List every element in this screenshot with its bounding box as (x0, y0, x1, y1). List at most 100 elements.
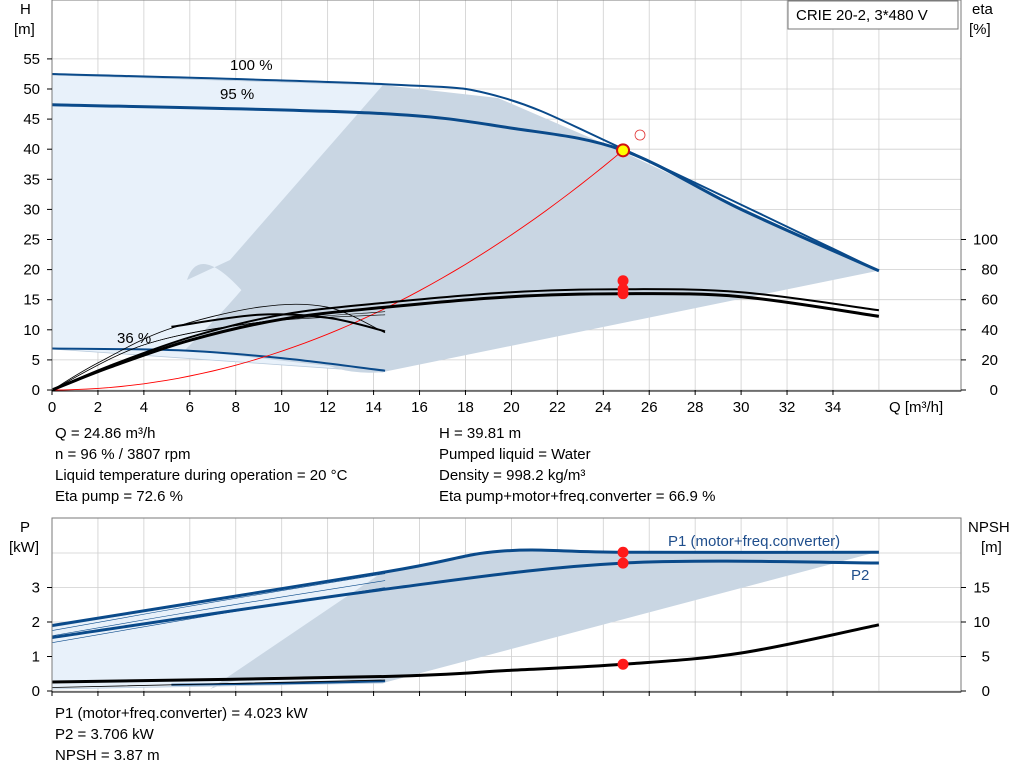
info-density: Density = 998.2 kg/m³ (439, 467, 586, 484)
legend-p2: P2 (851, 567, 869, 584)
p1-duty-point (617, 546, 629, 558)
npsh-tick-label: 0 (982, 683, 990, 700)
curve-label-100: 100 % (230, 57, 273, 74)
eta-tick-label: 0 (990, 382, 998, 399)
npsh-duty-point (617, 658, 629, 670)
power-curve-p2 (52, 559, 879, 639)
info-flow: Q = 24.86 m³/h (55, 425, 156, 442)
power-curve-p1 (52, 548, 879, 627)
info-speed: n = 96 % / 3807 rpm (55, 446, 191, 463)
x-tick-label: 4 (140, 399, 148, 416)
y-tick-label: 25 (23, 232, 40, 249)
duty-point-ghost (634, 129, 646, 141)
chart-title-box: CRIE 20-2, 3*480 V (787, 0, 959, 30)
x-tick-label: 20 (503, 399, 520, 416)
y-tick-label: 40 (23, 141, 40, 158)
p2-duty-point (617, 557, 629, 569)
x-tick-label: 6 (186, 399, 194, 416)
info-head: H = 39.81 m (439, 425, 522, 442)
npsh-tick-label: 10 (973, 614, 990, 631)
y-tick-label: 20 (23, 262, 40, 279)
npsh-tick-label: 5 (982, 649, 990, 666)
eta-fan-line (52, 314, 386, 391)
y-tick-label: 10 (23, 322, 40, 339)
x-tick-label: 26 (641, 399, 658, 416)
npsh-curve-min (52, 679, 386, 688)
x-tick-label: 34 (825, 399, 842, 416)
head-curve-100 (52, 73, 880, 272)
eta-duty-point-hydraulic (617, 275, 629, 287)
info-top-left: Q = 24.86 m³/h n = 96 % / 3807 rpm Liqui… (55, 423, 347, 507)
y-tick-label: 0 (32, 382, 40, 399)
legend-p1: P1 (motor+freq.converter) (668, 533, 840, 550)
eta-curve-36 (52, 303, 386, 391)
eta-tick-label: 40 (981, 322, 998, 339)
y-tick-label: 35 (23, 171, 40, 188)
info-liquid-temp: Liquid temperature during operation = 20… (55, 467, 348, 484)
p-tick-label: 0 (32, 683, 40, 700)
head-curve-36 (52, 347, 386, 372)
p-tick-label: 3 (32, 580, 40, 597)
y-tick-label: 15 (23, 292, 40, 309)
curve-label-36: 36 % (117, 330, 151, 347)
info-pumped-liquid: Pumped liquid = Water (439, 446, 591, 463)
info-npsh: NPSH = 3.87 m (55, 747, 160, 764)
head-curve-95 (52, 103, 880, 273)
x-tick-label: 18 (457, 399, 474, 416)
p-tick-label: 2 (32, 614, 40, 631)
p-axis-unit: [kW] (9, 539, 39, 556)
y-tick-label: 5 (32, 352, 40, 369)
curve-label-95: 95 % (220, 86, 254, 103)
x-tick-label: 12 (319, 399, 336, 416)
y-axis-unit-left: [m] (14, 21, 35, 38)
x-tick-label: 14 (365, 399, 382, 416)
eta-curve-min (171, 313, 386, 333)
eta-tick-label: 20 (981, 352, 998, 369)
x-tick-label: 0 (48, 399, 56, 416)
x-tick-label: 32 (779, 399, 796, 416)
npsh-tick-label: 15 (973, 580, 990, 597)
system-curve (52, 149, 624, 391)
x-tick-label: 22 (549, 399, 566, 416)
npsh-curve (52, 623, 880, 684)
x-tick-label: 30 (733, 399, 750, 416)
info-eta-pump: Eta pump = 72.6 % (55, 488, 183, 505)
power-curve-thin (52, 587, 386, 643)
power-npsh-chart: P1 (motor+freq.converter) P2 0123051015 … (9, 517, 1010, 700)
info-p1: P1 (motor+freq.converter) = 4.023 kW (55, 705, 308, 722)
head-curve-chart: 100 % 95 % 36 % 0 2 4 6 8 10 12 14 16 18 20 22 24 26 2… (14, 0, 998, 416)
info-eta-total: Eta pump+motor+freq.converter = 66.9 % (439, 488, 716, 505)
power-range-dark (210, 551, 877, 689)
x-tick-label: 16 (411, 399, 428, 416)
p-tick-label: 1 (32, 649, 40, 666)
x-tick-label: 2 (94, 399, 102, 416)
x-axis-title: Q [m³/h] (889, 399, 943, 416)
y-tick-label: 30 (23, 201, 40, 218)
power-curve-thin (52, 573, 386, 631)
y-axis-unit-right: [%] (969, 21, 991, 38)
y-axis-title-right: eta (972, 1, 994, 18)
x-tick-label: 10 (273, 399, 290, 416)
npsh-axis-title: NPSH (968, 519, 1010, 536)
info-bottom: P1 (motor+freq.converter) = 4.023 kW P2 … (55, 703, 308, 766)
x-tick-label: 8 (232, 399, 240, 416)
y-tick-label: 55 (23, 51, 40, 68)
info-p2: P2 = 3.706 kW (55, 726, 154, 743)
eta-duty-point-total (617, 288, 629, 300)
eta-curve-pump (52, 288, 880, 391)
npsh-axis-unit: [m] (981, 539, 1002, 556)
eta-curve-total (52, 292, 880, 391)
operating-range-dark-2 (185, 85, 383, 372)
x-tick-label: 24 (595, 399, 612, 416)
y-tick-label: 45 (23, 111, 40, 128)
info-top-right: H = 39.81 m Pumped liquid = Water Densit… (439, 423, 715, 507)
eta-tick-label: 100 (973, 232, 998, 249)
eta-tick-label: 80 (981, 262, 998, 279)
x-tick-label: 28 (687, 399, 704, 416)
eta-tick-label: 60 (981, 292, 998, 309)
duty-point-marker (616, 143, 631, 158)
chart-title: CRIE 20-2, 3*480 V (796, 7, 928, 24)
y-tick-label: 50 (23, 81, 40, 98)
p-axis-title: P (20, 519, 30, 536)
